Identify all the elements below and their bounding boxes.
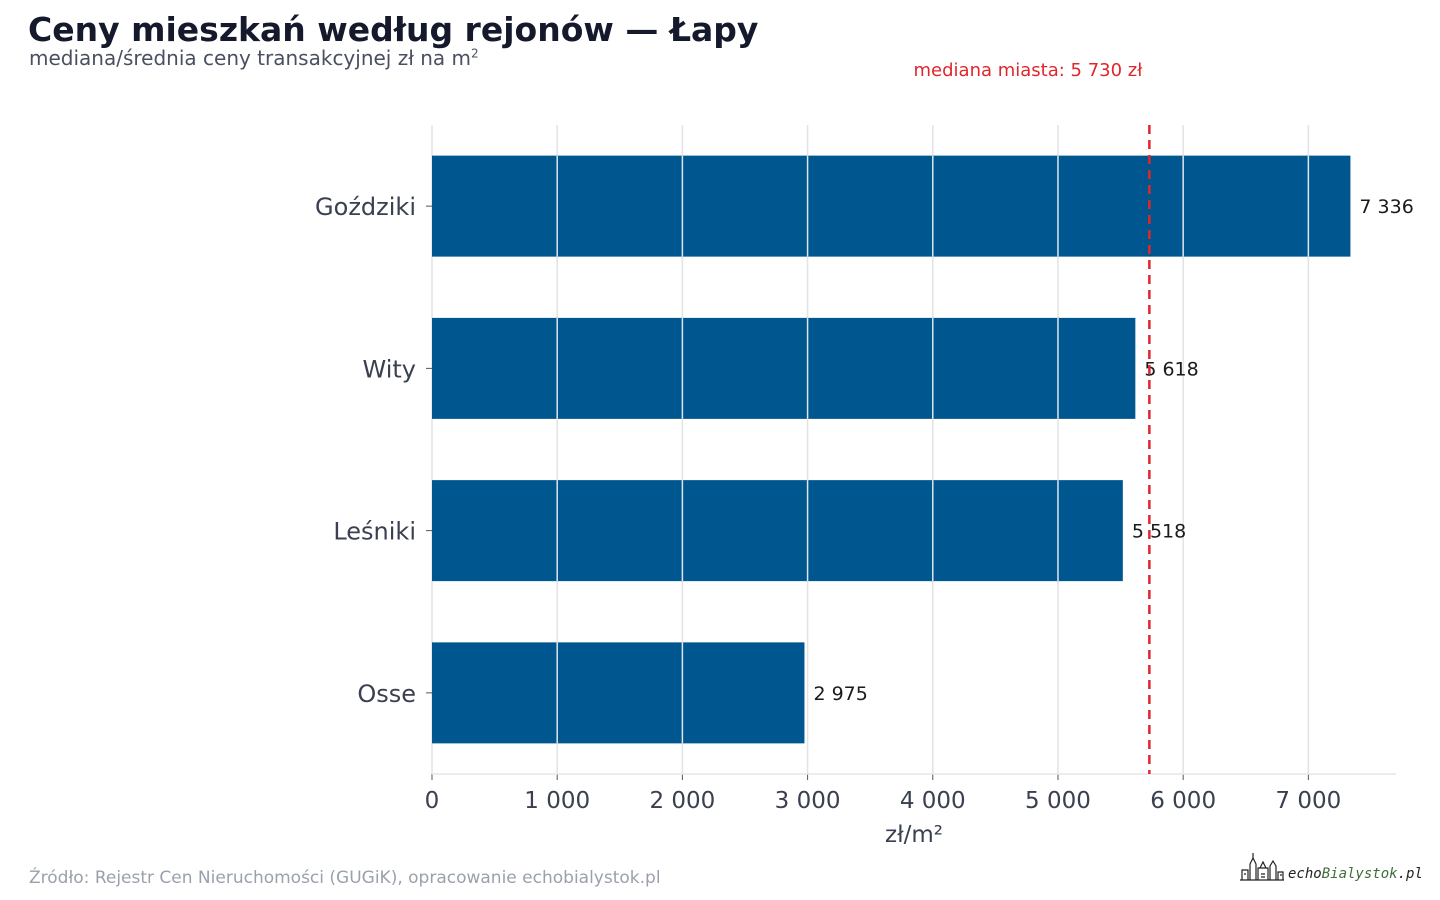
axes: 0 1 000 2 000 3 000 4 000 5 000 6 000 7 000 Goźd… xyxy=(315,193,1396,848)
x-tick-label: 6 000 xyxy=(1150,788,1216,814)
y-tick-label: Osse xyxy=(357,680,416,708)
logo-text-pl: .pl xyxy=(1397,866,1423,882)
x-tick-label: 7 000 xyxy=(1275,788,1341,814)
data-label: 5 518 xyxy=(1132,521,1186,543)
y-tick-label: Goździki xyxy=(315,193,416,221)
logo-text-bialystok: Bialystok xyxy=(1321,866,1398,882)
city-skyline-icon xyxy=(1240,853,1284,881)
x-tick-label: 2 000 xyxy=(649,788,715,814)
logo-text-echo: echo xyxy=(1288,866,1322,882)
subtitle-superscript: 2 xyxy=(471,46,479,61)
chart-subtitle: mediana/średnia ceny transakcyjnej zł na… xyxy=(29,46,479,70)
bar xyxy=(432,480,1123,582)
bars xyxy=(432,155,1351,744)
value-labels: 7 336 5 618 5 518 2 975 xyxy=(813,196,1413,705)
x-tick-label: 1 000 xyxy=(524,788,590,814)
y-tick-label: Leśniki xyxy=(333,518,416,546)
data-label: 7 336 xyxy=(1359,196,1413,218)
x-axis-title: zł/m² xyxy=(885,822,943,848)
x-tick-label: 5 000 xyxy=(1025,788,1091,814)
chart-title: Ceny mieszkań według rejonów — Łapy xyxy=(28,10,759,49)
logo-text: echoBialystok.pl xyxy=(1288,866,1423,882)
data-label: 2 975 xyxy=(813,683,867,705)
bar xyxy=(432,317,1136,419)
source-note: Źródło: Rejestr Cen Nieruchomości (GUGiK… xyxy=(29,868,661,888)
x-tick-label: 3 000 xyxy=(775,788,841,814)
reference-line-group: mediana miasta: 5 730 zł xyxy=(914,60,1151,774)
bar xyxy=(432,642,805,744)
y-tick-label: Wity xyxy=(363,355,416,383)
bar xyxy=(432,155,1351,257)
subtitle-text: mediana/średnia ceny transakcyjnej zł na… xyxy=(29,46,472,70)
median-reference-label: mediana miasta: 5 730 zł xyxy=(914,60,1144,81)
x-tick-label: 0 xyxy=(425,788,440,814)
x-tick-label: 4 000 xyxy=(900,788,966,814)
data-label: 5 618 xyxy=(1144,358,1198,380)
publisher-logo: echoBialystok.pl xyxy=(1238,850,1423,882)
